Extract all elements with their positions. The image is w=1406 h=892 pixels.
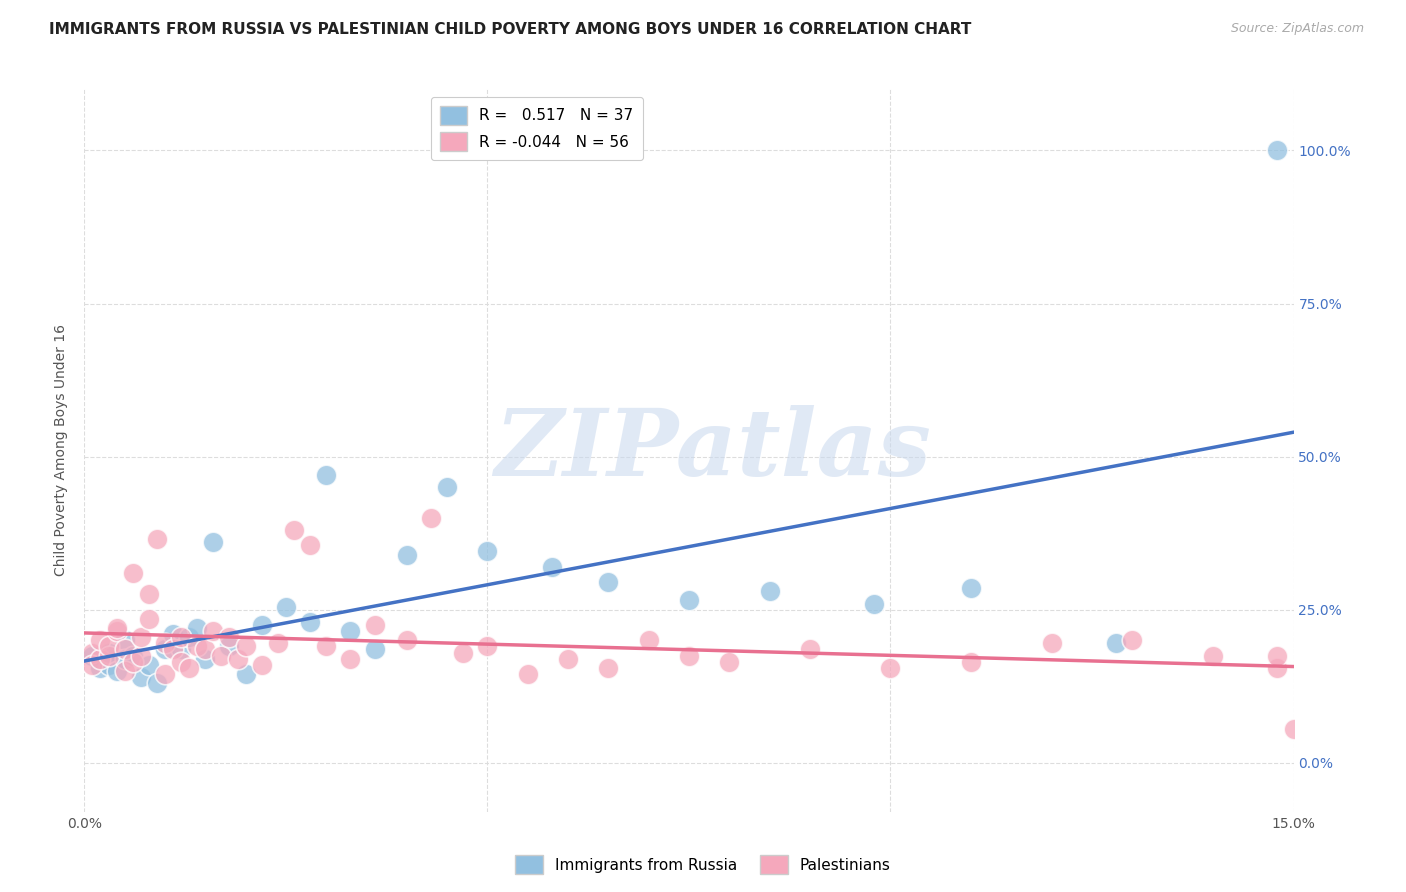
Point <box>363 618 385 632</box>
Point <box>1267 648 1289 663</box>
Point <box>105 664 128 678</box>
Point <box>97 640 120 654</box>
Point <box>863 597 886 611</box>
Point <box>436 480 458 494</box>
Point <box>89 651 111 665</box>
Point <box>598 661 620 675</box>
Text: Source: ZipAtlas.com: Source: ZipAtlas.com <box>1230 22 1364 36</box>
Point <box>960 655 983 669</box>
Point <box>146 676 169 690</box>
Y-axis label: Child Poverty Among Boys Under 16: Child Poverty Among Boys Under 16 <box>55 325 69 576</box>
Point <box>202 535 225 549</box>
Legend: R =   0.517   N = 37, R = -0.044   N = 56: R = 0.517 N = 37, R = -0.044 N = 56 <box>430 97 643 160</box>
Point <box>758 584 780 599</box>
Point <box>637 633 659 648</box>
Point <box>179 630 201 644</box>
Point <box>129 648 152 663</box>
Point <box>82 646 104 660</box>
Point <box>218 630 240 644</box>
Point <box>299 538 322 552</box>
Point <box>799 642 821 657</box>
Point <box>89 661 111 675</box>
Point <box>226 651 249 665</box>
Point <box>678 648 700 663</box>
Point <box>202 624 225 639</box>
Point <box>170 630 193 644</box>
Point <box>420 511 443 525</box>
Point <box>718 655 741 669</box>
Point <box>299 615 322 629</box>
Point <box>153 667 176 681</box>
Point <box>1267 144 1289 158</box>
Point <box>315 467 337 482</box>
Point <box>395 633 418 648</box>
Point <box>114 633 136 648</box>
Point <box>114 664 136 678</box>
Point <box>477 640 499 654</box>
Point <box>129 630 152 644</box>
Point <box>138 587 160 601</box>
Point <box>162 642 184 657</box>
Point <box>339 651 361 665</box>
Point <box>516 667 538 681</box>
Point <box>170 642 193 657</box>
Point <box>1282 722 1305 736</box>
Point <box>1202 648 1225 663</box>
Point <box>218 640 240 654</box>
Point <box>557 651 579 665</box>
Point <box>82 657 104 672</box>
Point <box>170 655 193 669</box>
Point <box>283 523 305 537</box>
Point <box>162 627 184 641</box>
Point <box>146 533 169 547</box>
Point <box>1267 661 1289 675</box>
Point <box>194 651 217 665</box>
Point <box>114 651 136 665</box>
Point <box>250 618 273 632</box>
Point <box>186 640 208 654</box>
Point <box>250 657 273 672</box>
Point <box>395 548 418 562</box>
Point <box>121 566 143 580</box>
Point <box>153 642 176 657</box>
Point <box>186 621 208 635</box>
Point <box>129 670 152 684</box>
Text: IMMIGRANTS FROM RUSSIA VS PALESTINIAN CHILD POVERTY AMONG BOYS UNDER 16 CORRELAT: IMMIGRANTS FROM RUSSIA VS PALESTINIAN CH… <box>49 22 972 37</box>
Point <box>121 655 143 669</box>
Point <box>541 559 564 574</box>
Point <box>121 648 143 663</box>
Point <box>194 642 217 657</box>
Point <box>97 648 120 663</box>
Point <box>363 642 385 657</box>
Point <box>678 593 700 607</box>
Point <box>477 544 499 558</box>
Point <box>179 661 201 675</box>
Point <box>138 612 160 626</box>
Text: ZIPatlas: ZIPatlas <box>495 406 932 495</box>
Point <box>339 624 361 639</box>
Point <box>274 599 297 614</box>
Point <box>267 636 290 650</box>
Point <box>1105 636 1128 650</box>
Point <box>89 633 111 648</box>
Point <box>879 661 901 675</box>
Point <box>209 648 232 663</box>
Point <box>105 624 128 639</box>
Point <box>960 581 983 595</box>
Point <box>97 657 120 672</box>
Legend: Immigrants from Russia, Palestinians: Immigrants from Russia, Palestinians <box>509 849 897 880</box>
Point <box>598 575 620 590</box>
Point <box>235 640 257 654</box>
Point <box>138 657 160 672</box>
Point <box>114 642 136 657</box>
Point <box>1040 636 1063 650</box>
Point <box>315 640 337 654</box>
Point <box>97 646 120 660</box>
Point <box>82 648 104 663</box>
Point <box>1121 633 1143 648</box>
Point <box>235 667 257 681</box>
Point <box>153 636 176 650</box>
Point <box>451 646 474 660</box>
Point <box>105 621 128 635</box>
